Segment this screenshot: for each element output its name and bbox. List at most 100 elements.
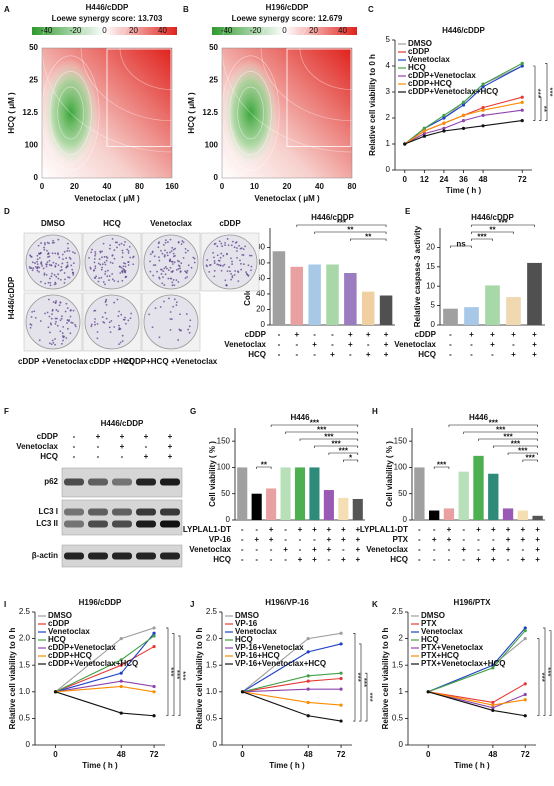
- band: [112, 478, 132, 486]
- colony: [47, 298, 50, 301]
- colony: [60, 268, 63, 271]
- colony: [53, 274, 56, 276]
- colony: [193, 261, 196, 264]
- colony: [126, 248, 129, 251]
- colony: [180, 262, 183, 265]
- colony: [51, 339, 54, 342]
- condition-sign: -: [492, 535, 495, 544]
- condition-sign: +: [511, 330, 516, 339]
- condition-name: PTX: [392, 535, 408, 544]
- condition-sign: +: [491, 525, 496, 534]
- colony: [34, 262, 36, 264]
- point: [306, 679, 310, 683]
- colony: [91, 248, 93, 251]
- colony: [93, 321, 96, 323]
- colony: [118, 310, 120, 313]
- plate-label: cDDP +Venetoclax: [18, 357, 88, 366]
- x-tick-label: 12: [420, 175, 429, 184]
- y-axis-title: HCQ ( μM ): [7, 92, 16, 134]
- colony: [160, 249, 162, 252]
- x-tick-label: 72: [337, 750, 346, 759]
- colony: [55, 320, 57, 323]
- colony: [158, 259, 161, 262]
- x-tick-label: 48: [304, 750, 313, 759]
- condition-sign: -: [313, 330, 316, 339]
- y-tick-label: 2: [386, 113, 391, 122]
- condition-sign: -: [295, 340, 298, 349]
- colony: [68, 250, 71, 252]
- colony: [130, 312, 133, 315]
- legend-label: VP-16+Venetoclax+HCQ: [235, 659, 326, 668]
- legend-label: Venetoclax: [408, 55, 450, 64]
- colony: [220, 242, 223, 245]
- colony: [53, 241, 55, 244]
- colony: [213, 275, 216, 278]
- condition-sign: +: [491, 555, 496, 564]
- y-axis-title: Relative cell viability to 0 h: [195, 627, 204, 729]
- colony: [108, 247, 111, 250]
- sig-bracket: [537, 638, 540, 717]
- x-tick-label: 40: [103, 182, 112, 191]
- y-tick-label: 150: [217, 436, 231, 445]
- colony: [47, 256, 49, 258]
- bar: [361, 291, 375, 325]
- point: [339, 676, 343, 681]
- bar: [458, 471, 469, 520]
- colony: [89, 266, 92, 269]
- colony: [250, 265, 253, 268]
- point: [426, 690, 430, 694]
- legend-label: Venetoclax: [421, 627, 463, 636]
- x-tick-label: 0: [40, 182, 45, 191]
- heat-green: [222, 58, 280, 168]
- condition-sign: +: [447, 525, 452, 534]
- colony: [213, 260, 216, 262]
- colony: [69, 258, 72, 260]
- condition-name: HCQ: [213, 555, 231, 564]
- colony: [31, 261, 34, 264]
- legend-label: cDDP+HCQ: [408, 79, 452, 88]
- colony: [54, 338, 56, 340]
- legend-label: DMSO: [235, 611, 259, 620]
- colony: [233, 246, 236, 249]
- point: [306, 700, 310, 705]
- colorbar-tick-label: 0: [102, 26, 107, 35]
- chart-title: H446/cDDP: [86, 3, 129, 12]
- colony: [66, 264, 69, 267]
- point: [461, 119, 466, 123]
- sig-label: ***: [496, 426, 506, 435]
- point: [306, 650, 310, 654]
- point: [481, 113, 485, 117]
- y-tick-label: 1.5: [392, 660, 404, 669]
- legend-label: Venetoclax: [235, 627, 277, 636]
- condition-sign: -: [367, 340, 370, 349]
- x-axis-title: Time ( h ): [454, 761, 490, 770]
- colony: [218, 259, 221, 262]
- condition-name: cDDP: [415, 330, 437, 339]
- band-label: LC3 II: [36, 519, 58, 528]
- condition-sign: -: [418, 555, 421, 564]
- colony: [101, 250, 103, 253]
- colony: [177, 241, 180, 243]
- condition-name: Venetoclax: [366, 545, 408, 554]
- sig-label: ***: [337, 219, 347, 228]
- point: [119, 679, 123, 683]
- x-tick-label: 10: [250, 182, 259, 191]
- colony: [111, 238, 114, 240]
- sig-label: ***: [543, 667, 552, 676]
- series-line: [242, 691, 342, 722]
- sig-label: ***: [549, 669, 554, 678]
- colony: [47, 326, 50, 329]
- sig-label: **: [489, 226, 496, 235]
- condition-sign: -: [342, 545, 345, 554]
- y-tick-label: 100: [217, 463, 231, 472]
- colony: [109, 331, 112, 333]
- colony: [47, 281, 50, 284]
- colony: [66, 319, 69, 321]
- band: [160, 478, 180, 486]
- condition-sign: +: [432, 535, 437, 544]
- y-tick-label: 0.5: [392, 714, 404, 723]
- colony: [169, 329, 172, 331]
- condition-sign: -: [328, 555, 331, 564]
- condition-sign: +: [341, 525, 346, 534]
